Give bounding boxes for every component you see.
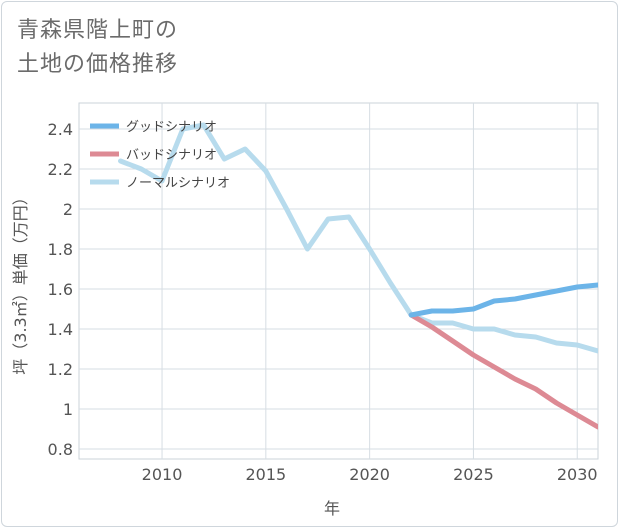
title-line-1: 青森県階上町の bbox=[17, 18, 179, 43]
x-axis-label: 年 bbox=[324, 499, 340, 518]
y-tick-label: 1.6 bbox=[48, 280, 73, 299]
x-tick-label: 2010 bbox=[142, 465, 183, 484]
y-tick-labels: 0.8 1 1.2 1.4 1.6 1.8 2 2.2 2.4 bbox=[48, 120, 73, 459]
y-tick-label: 2.4 bbox=[48, 120, 73, 139]
y-tick-label: 1.2 bbox=[48, 360, 73, 379]
legend-item[interactable]: バッドシナリオ bbox=[90, 148, 217, 163]
x-tick-label: 2020 bbox=[349, 465, 390, 484]
bad-scenario-line bbox=[408, 312, 598, 430]
y-tick-label: 2 bbox=[63, 200, 73, 219]
x-tick-label: 2025 bbox=[453, 465, 494, 484]
y-tick-label: 1.4 bbox=[48, 320, 73, 339]
x-tick-labels: 2010 2015 2020 2025 2030 bbox=[142, 465, 598, 484]
y-tick-label: 2.2 bbox=[48, 160, 73, 179]
legend-label: ノーマルシナリオ bbox=[126, 176, 230, 191]
y-tick-label: 1 bbox=[63, 400, 73, 419]
legend-label: グッドシナリオ bbox=[126, 120, 217, 135]
good-scenario-line bbox=[408, 282, 598, 318]
x-tick-label: 2015 bbox=[245, 465, 286, 484]
x-tick-label: 2030 bbox=[557, 465, 598, 484]
y-axis-label: 坪（3.3㎡）単価（万円） bbox=[11, 189, 30, 374]
y-tick-label: 1.8 bbox=[48, 240, 73, 259]
plot-area bbox=[78, 102, 599, 460]
y-tick-label: 0.8 bbox=[48, 440, 73, 459]
legend-label: バッドシナリオ bbox=[126, 148, 217, 163]
series-lines bbox=[118, 122, 598, 430]
historical-price-line bbox=[118, 122, 414, 318]
legend-item[interactable]: ノーマルシナリオ bbox=[90, 176, 230, 191]
normal-scenario-line bbox=[408, 312, 598, 354]
page-title: 青森県階上町の 土地の価格推移 bbox=[17, 14, 178, 82]
title-line-2: 土地の価格推移 bbox=[17, 52, 179, 77]
legend-item[interactable]: グッドシナリオ bbox=[90, 120, 217, 135]
